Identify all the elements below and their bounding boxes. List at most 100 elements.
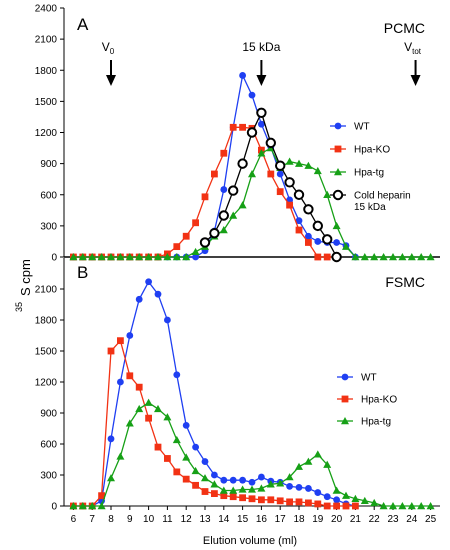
data-point (305, 485, 312, 492)
legend-marker (334, 122, 342, 130)
data-point (313, 450, 322, 458)
x-tick-label: 12 (181, 514, 193, 525)
data-point (97, 502, 106, 510)
data-point (305, 499, 312, 507)
legend-marker (332, 189, 344, 201)
data-point (192, 253, 200, 261)
data-point (107, 253, 115, 261)
data-point (117, 337, 124, 345)
data-point (239, 72, 247, 79)
data-point (258, 496, 265, 504)
data-point (275, 160, 286, 171)
data-point (407, 502, 416, 510)
data-point (107, 474, 115, 482)
series-hpa-tg (69, 144, 435, 261)
data-point (69, 253, 78, 261)
legend-label: WT (354, 122, 370, 133)
data-point (191, 466, 200, 475)
data-point (295, 498, 303, 506)
x-tick-label: 13 (199, 514, 211, 525)
legend-label: Hpa-KO (354, 145, 390, 156)
legend-item: Hpa-tg (337, 417, 391, 428)
data-point (351, 253, 360, 261)
data-point (342, 242, 350, 250)
data-point (238, 485, 247, 493)
data-point (265, 137, 276, 149)
data-point (322, 234, 333, 245)
data-point (154, 404, 162, 413)
legend-item: Hpa-KO (337, 395, 397, 406)
data-point (332, 221, 341, 230)
y-tick-label: 1800 (35, 316, 58, 327)
data-point (286, 498, 293, 506)
data-point (97, 253, 106, 261)
legend: WT Hpa-KO Hpa-tg (337, 373, 397, 428)
data-point (305, 239, 312, 246)
y-tick-label: 0 (51, 502, 57, 513)
data-point (360, 496, 369, 505)
data-point (248, 478, 256, 486)
data-point (211, 471, 218, 479)
data-point (276, 170, 284, 178)
data-point (257, 149, 266, 157)
data-point (323, 502, 331, 510)
panel-letter: B (77, 263, 88, 282)
data-point (229, 476, 237, 484)
y-tick-label: 1500 (35, 347, 58, 358)
y-tick-label: 1500 (35, 97, 58, 108)
data-point (229, 486, 238, 494)
data-point (332, 486, 341, 494)
data-point (182, 453, 191, 461)
data-point (201, 458, 209, 465)
x-tick-label: 17 (275, 514, 287, 525)
data-point (228, 185, 239, 196)
data-point (182, 475, 190, 483)
data-point (173, 371, 181, 379)
data-point (257, 484, 266, 492)
legend-label: 15 kDa (354, 202, 386, 213)
data-point (351, 494, 360, 502)
legend-label: Hpa-tg (354, 168, 384, 179)
data-point (352, 502, 359, 510)
data-point (295, 159, 303, 167)
data-point (426, 502, 435, 510)
x-tick-label: 23 (387, 514, 399, 525)
data-point (164, 316, 171, 324)
data-point (313, 166, 322, 175)
legend-item: WT (337, 373, 377, 384)
data-point (117, 378, 124, 386)
x-tick-label: 22 (369, 514, 381, 525)
data-point (286, 482, 293, 490)
data-point (303, 204, 314, 215)
data-point (370, 498, 379, 507)
data-point (182, 253, 191, 261)
data-point (407, 253, 416, 261)
data-point (182, 422, 190, 429)
data-point (201, 474, 209, 482)
data-point (314, 253, 322, 261)
data-point (258, 473, 265, 481)
data-point (379, 502, 388, 510)
data-point (239, 494, 246, 502)
data-point (323, 493, 331, 501)
data-point (266, 480, 275, 488)
data-point (285, 473, 294, 481)
data-point (286, 201, 293, 209)
legend-label: Hpa-tg (361, 417, 391, 428)
data-point (239, 123, 246, 131)
data-point (295, 484, 303, 491)
x-tick-label: 8 (108, 514, 114, 525)
data-point (237, 158, 248, 169)
data-point (360, 253, 369, 261)
panel-a: 0 300 600 900 1200 1500 1800 2100 2400 A PCMC V0 15 … (35, 4, 440, 264)
legend-marker (341, 417, 349, 425)
y-tick-label: 2100 (35, 285, 58, 296)
data-point (417, 253, 426, 261)
data-point (144, 398, 153, 406)
data-point (135, 383, 143, 391)
data-point (276, 479, 285, 487)
data-point (323, 460, 332, 468)
data-point (192, 443, 200, 451)
data-point (88, 502, 97, 510)
